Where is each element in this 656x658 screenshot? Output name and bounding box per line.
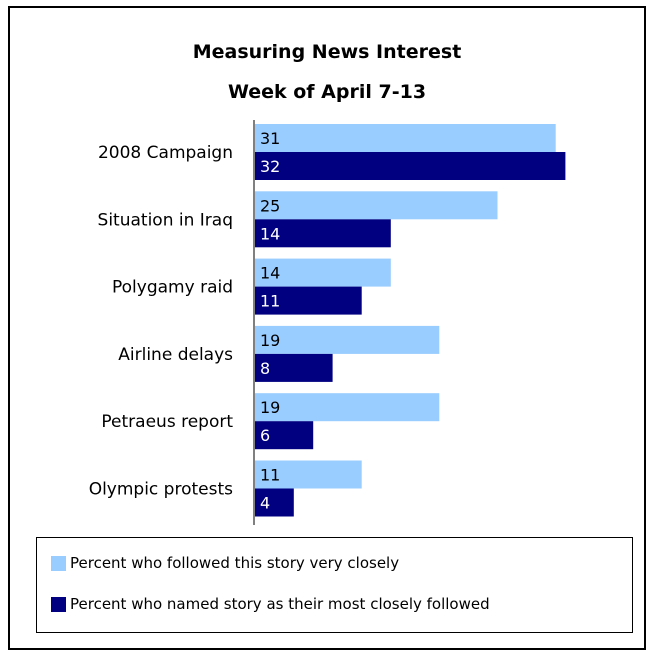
category-label-2008-campaign: 2008 Campaign xyxy=(98,143,233,163)
category-label-petraeus-report: Petraeus report xyxy=(101,412,233,432)
bar-very-closely-2008-campaign xyxy=(255,124,556,152)
data-label-most-closely-polygamy-raid: 11 xyxy=(260,292,280,311)
category-label-polygamy-raid: Polygamy raid xyxy=(112,278,233,298)
bar-most-closely-airline-delays xyxy=(255,353,333,382)
data-label-very-closely-airline-delays: 19 xyxy=(260,331,280,350)
bar-very-closely-olympic-protests xyxy=(255,460,362,489)
legend-item-most-closely: Percent who named story as their most cl… xyxy=(51,594,490,614)
data-label-most-closely-olympic-protests: 4 xyxy=(260,494,270,513)
legend-item-very-closely: Percent who followed this story very clo… xyxy=(51,553,399,573)
data-label-very-closely-olympic-protests: 11 xyxy=(260,466,280,485)
plot-area: 2008 Campaign 31 32 Situation in Iraq 25 14 Po… xyxy=(89,124,566,517)
bar-most-closely-olympic-protests xyxy=(255,488,294,517)
data-label-most-closely-situation-in-iraq: 14 xyxy=(260,224,280,243)
category-label-situation-in-iraq: Situation in Iraq xyxy=(98,210,233,230)
category-label-olympic-protests: Olympic protests xyxy=(89,480,233,500)
bar-most-closely-polygamy-raid xyxy=(255,286,362,315)
bar-most-closely-2008-campaign xyxy=(255,152,566,180)
category-label-airline-delays: Airline delays xyxy=(118,345,233,365)
bar-most-closely-petraeus-report xyxy=(255,421,314,450)
data-label-most-closely-2008-campaign: 32 xyxy=(260,157,280,176)
data-label-very-closely-2008-campaign: 31 xyxy=(260,129,280,148)
chart-subtitle: Week of April 7-13 xyxy=(228,81,426,103)
legend-label: Percent who followed this story very clo… xyxy=(70,554,400,572)
bar-most-closely-situation-in-iraq xyxy=(255,219,391,248)
bar-very-closely-situation-in-iraq xyxy=(255,191,498,220)
data-label-very-closely-situation-in-iraq: 25 xyxy=(260,196,280,215)
legend-label: Percent who named story as their most cl… xyxy=(70,595,490,613)
bar-very-closely-airline-delays xyxy=(255,325,440,354)
legend-swatch-navy xyxy=(51,596,66,612)
data-label-most-closely-petraeus-report: 6 xyxy=(260,426,270,445)
data-label-most-closely-airline-delays: 8 xyxy=(260,359,270,378)
data-label-very-closely-polygamy-raid: 14 xyxy=(260,264,280,283)
legend: Percent who followed this story very clo… xyxy=(36,537,633,633)
legend-swatch-light-blue xyxy=(51,555,66,571)
data-label-very-closely-petraeus-report: 19 xyxy=(260,398,280,417)
bar-very-closely-petraeus-report xyxy=(255,393,440,422)
chart-title: Measuring News Interest xyxy=(193,41,462,63)
bar-very-closely-polygamy-raid xyxy=(255,258,391,287)
